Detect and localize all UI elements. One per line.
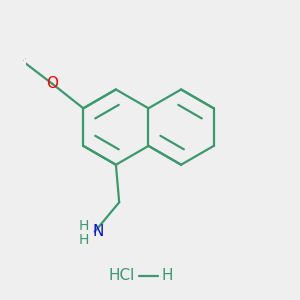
Text: H: H xyxy=(79,233,89,247)
Text: H: H xyxy=(161,268,173,284)
Text: N: N xyxy=(92,224,103,239)
Text: O: O xyxy=(46,76,58,91)
Text: O: O xyxy=(23,60,24,61)
Text: H: H xyxy=(79,219,89,233)
Text: HCl: HCl xyxy=(109,268,135,284)
